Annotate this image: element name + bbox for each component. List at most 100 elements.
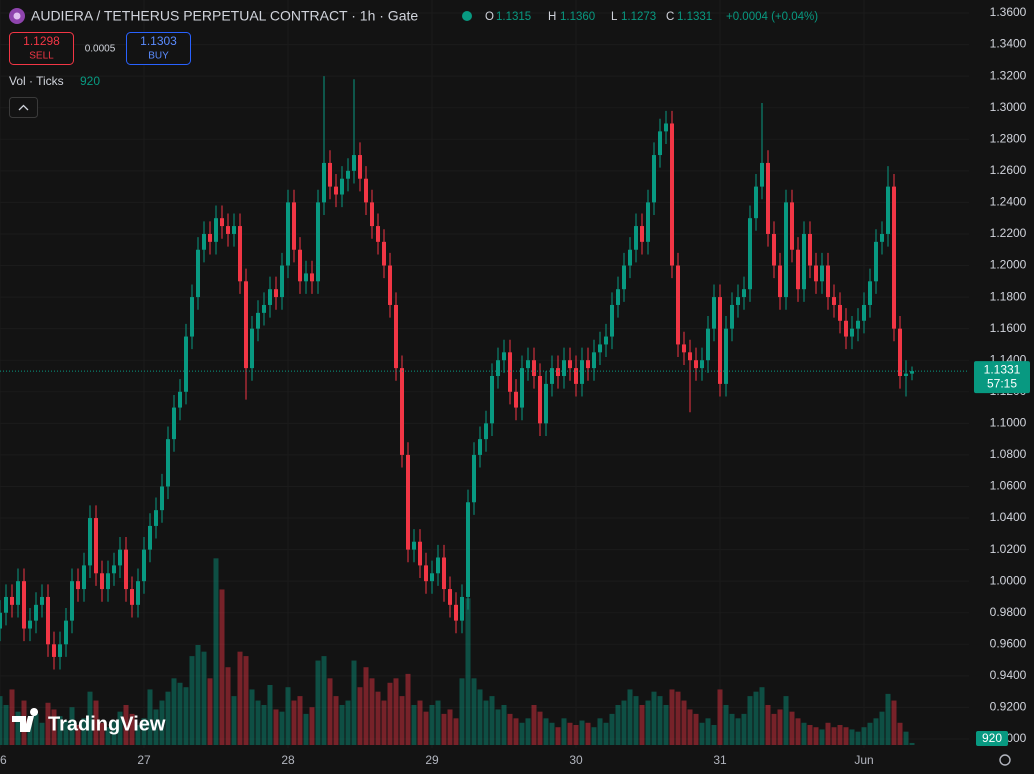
candle-body xyxy=(676,265,680,345)
volume-bar xyxy=(417,700,423,745)
volume-bar xyxy=(279,711,285,745)
candle-body xyxy=(610,304,614,337)
candle-body xyxy=(580,360,584,384)
volume-bar xyxy=(111,720,117,745)
sell-button[interactable] xyxy=(9,32,74,65)
candles xyxy=(0,76,969,670)
candle-body xyxy=(844,320,848,337)
candle-body xyxy=(826,265,830,298)
settings-button[interactable] xyxy=(999,754,1011,766)
volume-bar xyxy=(183,687,189,745)
candle-body xyxy=(0,612,2,629)
candle-body xyxy=(490,376,494,424)
legend-value: 1.1273 xyxy=(621,11,656,23)
candle-body xyxy=(52,644,56,657)
candle-body xyxy=(766,162,770,234)
volume-tag xyxy=(976,731,1008,746)
volume-bar xyxy=(309,707,315,745)
sell-label[interactable]: SELL xyxy=(29,51,54,62)
candle-body xyxy=(664,123,668,132)
collapse-icon[interactable] xyxy=(18,104,29,111)
volume-bar xyxy=(57,716,63,745)
y-tick-label: 1.0200 xyxy=(990,542,1027,556)
candle-body xyxy=(538,376,542,424)
candle-body xyxy=(808,233,812,266)
y-tick-label: 0.9600 xyxy=(990,636,1027,650)
volume-bar xyxy=(747,696,753,745)
volume-bar xyxy=(555,727,561,745)
volume-bar xyxy=(885,693,891,745)
volume-bar xyxy=(117,711,123,745)
candle-body xyxy=(700,360,704,369)
candle-body xyxy=(712,297,716,329)
candle-body xyxy=(334,186,338,195)
candle-body xyxy=(568,360,572,369)
volume-bar xyxy=(843,727,849,745)
spread: 0.0005 xyxy=(85,44,116,55)
volume-bar xyxy=(3,705,9,745)
volume-bar xyxy=(729,713,735,745)
x-tick-label: Jun xyxy=(854,753,873,767)
y-tick-label: 1.0000 xyxy=(990,573,1027,587)
volume-bar xyxy=(879,711,885,745)
volume-bar xyxy=(453,718,459,745)
watermark: TradingView xyxy=(12,708,166,735)
volume-bar xyxy=(153,709,159,745)
volume-bar xyxy=(399,696,405,745)
candle-body xyxy=(58,644,62,657)
volume-bar xyxy=(705,718,711,745)
candle-body xyxy=(874,241,878,282)
volume-bar xyxy=(711,725,717,745)
volume-bar xyxy=(579,720,585,745)
volume-pane xyxy=(0,558,915,745)
volume-bar xyxy=(669,689,675,745)
buy-button[interactable] xyxy=(126,32,191,65)
candle-body xyxy=(124,549,128,590)
volume-bar xyxy=(891,700,897,745)
sell-price[interactable]: 1.1298 xyxy=(23,34,60,48)
volume-bar xyxy=(105,727,111,745)
candle-body xyxy=(382,241,386,266)
candle-body xyxy=(892,186,896,329)
volume-bar xyxy=(777,709,783,745)
candle-body xyxy=(430,573,434,582)
candle-body xyxy=(886,186,890,234)
volume-bar xyxy=(831,727,837,745)
legend-label: O xyxy=(485,11,494,23)
candle-body xyxy=(160,486,164,511)
candle-body xyxy=(238,226,242,282)
candle-body xyxy=(94,518,98,574)
candle-body xyxy=(292,202,296,250)
volume-bar xyxy=(471,678,477,745)
candle-body xyxy=(352,155,356,171)
volume-bar xyxy=(147,689,153,745)
candle-body xyxy=(208,233,212,242)
volume-bar xyxy=(429,705,435,745)
candle-body xyxy=(778,265,782,298)
volume-bar xyxy=(297,696,303,745)
candle-body xyxy=(136,581,140,605)
volume-bar xyxy=(207,678,213,745)
y-tick-label: 0.9400 xyxy=(990,668,1027,682)
candle-body xyxy=(484,423,488,440)
y-tick-label: 1.0600 xyxy=(990,479,1027,493)
volume-bar xyxy=(627,689,633,745)
candle-body xyxy=(904,373,908,376)
volume-bar xyxy=(621,700,627,745)
volume-bar xyxy=(39,722,45,745)
volume-bar xyxy=(447,709,453,745)
volume-bar xyxy=(495,709,501,745)
candle-body xyxy=(898,328,902,376)
candle-body xyxy=(604,336,608,345)
candle-body xyxy=(154,510,158,526)
volume-label: Vol · Ticks xyxy=(9,74,64,88)
buy-price[interactable]: 1.1303 xyxy=(140,34,177,48)
candle-body xyxy=(694,360,698,369)
collapse-button[interactable] xyxy=(9,97,38,118)
candle-body xyxy=(310,273,314,282)
candle-body xyxy=(304,273,308,282)
candle-body xyxy=(790,202,794,250)
candle-body xyxy=(586,360,590,369)
buy-label[interactable]: BUY xyxy=(148,51,169,62)
volume-bar xyxy=(759,687,765,745)
